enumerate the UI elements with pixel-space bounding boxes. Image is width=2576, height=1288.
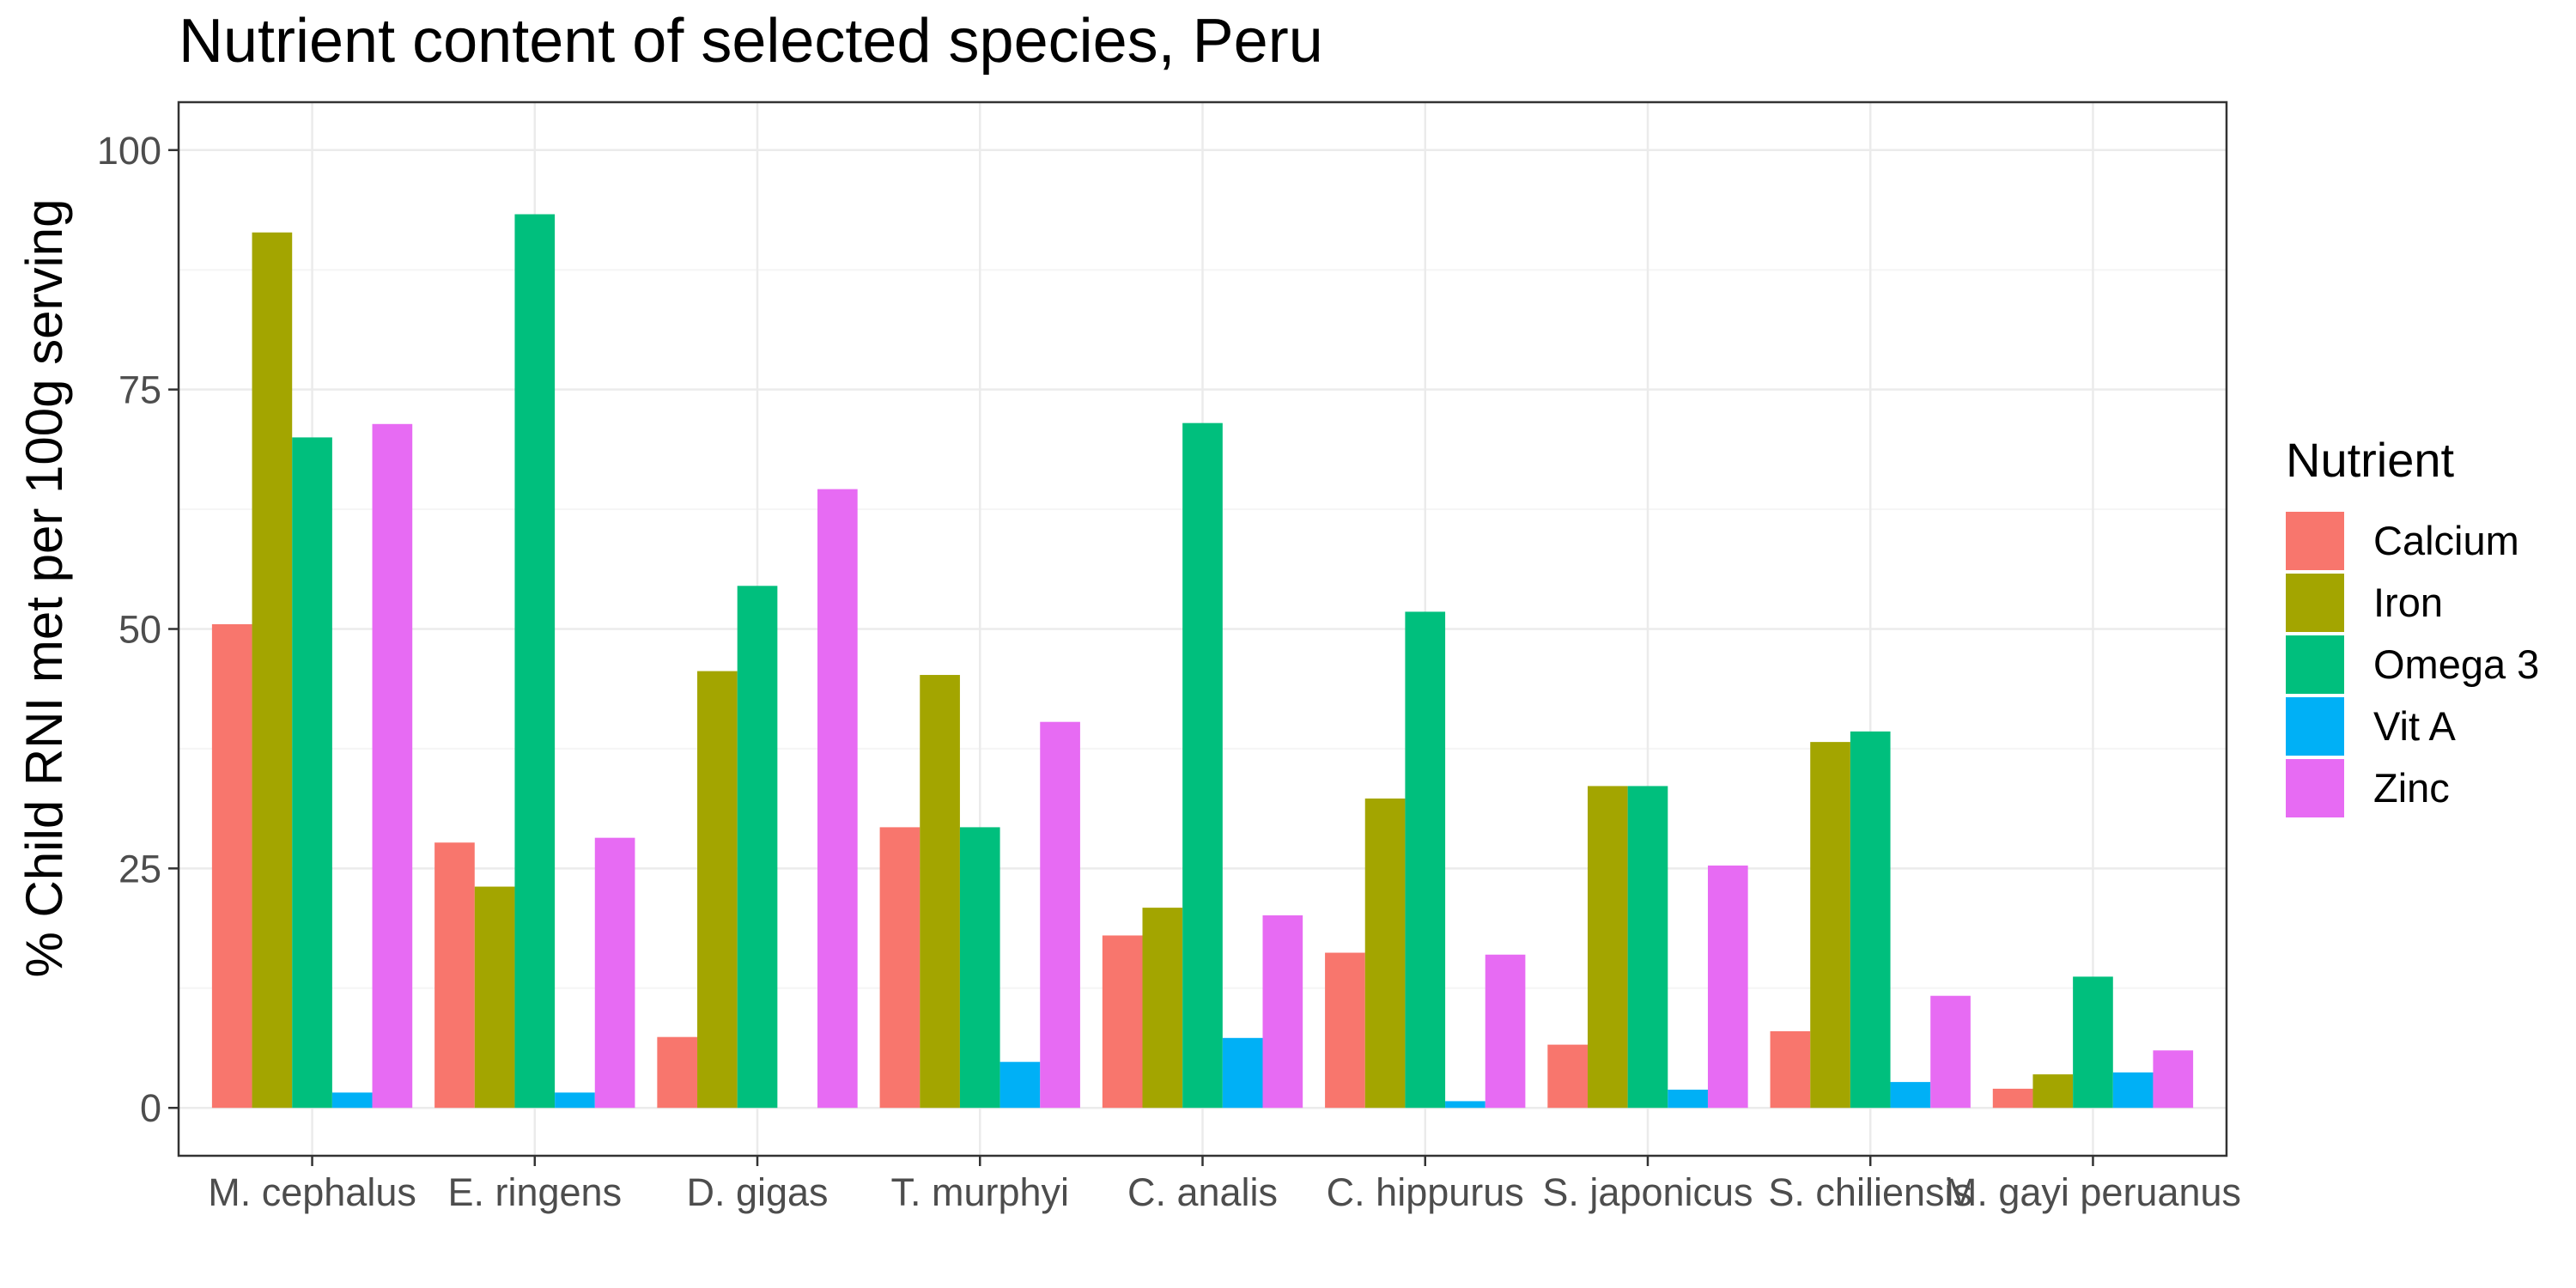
x-tick-label: S. japonicus [1542,1170,1753,1214]
bars-layer [211,214,2194,1109]
legend: Nutrient Calcium Iron Omega 3 Vit A Zinc [2286,433,2539,817]
x-tick-label: M. cephalus [208,1170,416,1214]
bar [1040,721,1080,1109]
bar [514,214,556,1109]
bar [1770,1030,1811,1109]
bar [252,232,293,1109]
x-tick-label: C. analis [1127,1170,1278,1214]
bar [1547,1044,1588,1109]
y-tick-label: 0 [140,1086,161,1130]
bar [1850,731,1891,1109]
legend-key [2286,759,2344,817]
bar [2032,1074,2074,1109]
x-tick-label: E. ringens [447,1170,622,1214]
bar [1142,908,1183,1109]
bar [1485,954,1526,1109]
bar [292,437,332,1109]
bar [1627,786,1668,1109]
y-tick-label: 50 [118,608,161,652]
y-tick-label: 75 [118,368,161,412]
bar [879,827,920,1109]
y-axis-title: % Child RNI met per 100g serving [15,198,73,977]
bar [555,1092,595,1109]
bar [999,1061,1041,1109]
x-tick-label: S. chiliensis [1768,1170,1972,1214]
bar [2112,1072,2154,1109]
x-tick-label: C. hippurus [1327,1170,1524,1214]
legend-label: Vit A [2373,703,2456,749]
legend-label: Omega 3 [2373,641,2539,687]
bar [1890,1082,1931,1109]
bar [959,827,1000,1109]
bar [657,1036,698,1109]
bar [594,837,635,1109]
bar [1587,786,1628,1109]
legend-key [2286,574,2344,632]
bar [1707,866,1748,1109]
y-tick-label: 25 [118,847,161,890]
bar [1364,798,1406,1109]
legend-label: Zinc [2373,765,2450,811]
bar [331,1092,373,1109]
bar [737,586,778,1109]
y-tick-label: 100 [97,129,161,173]
bar [1182,422,1223,1109]
legend-key [2286,635,2344,694]
bar [1668,1090,1708,1109]
x-axis: M. cephalus E. ringens D. gigas T. murphyi C… [208,1156,2241,1214]
legend-label: Calcium [2373,518,2519,563]
bar [1102,935,1143,1109]
bar [1930,995,1971,1109]
bar [211,623,252,1109]
bar [1405,611,1446,1109]
x-tick-label: M. gayi peruanus [1945,1170,2241,1214]
bar [434,842,475,1109]
bar [1992,1088,2033,1109]
bar [1325,952,1365,1109]
bar [1445,1101,1485,1109]
bar [474,886,515,1109]
chart-title: Nutrient content of selected species, Pe… [179,7,1323,76]
bar [2153,1050,2194,1109]
bar [372,423,413,1109]
legend-key [2286,697,2344,756]
x-tick-label: T. murphyi [890,1170,1069,1214]
bar [1222,1037,1263,1109]
x-tick-label: D. gigas [686,1170,828,1214]
bar [1810,742,1850,1109]
bar [817,489,858,1109]
bar [1262,915,1303,1109]
legend-label: Iron [2373,580,2443,625]
bar [697,671,738,1109]
legend-title: Nutrient [2286,433,2455,487]
bar [2073,976,2113,1109]
legend-key [2286,512,2344,570]
bar [920,675,960,1109]
y-axis: 0 25 50 75 100 [97,129,179,1130]
